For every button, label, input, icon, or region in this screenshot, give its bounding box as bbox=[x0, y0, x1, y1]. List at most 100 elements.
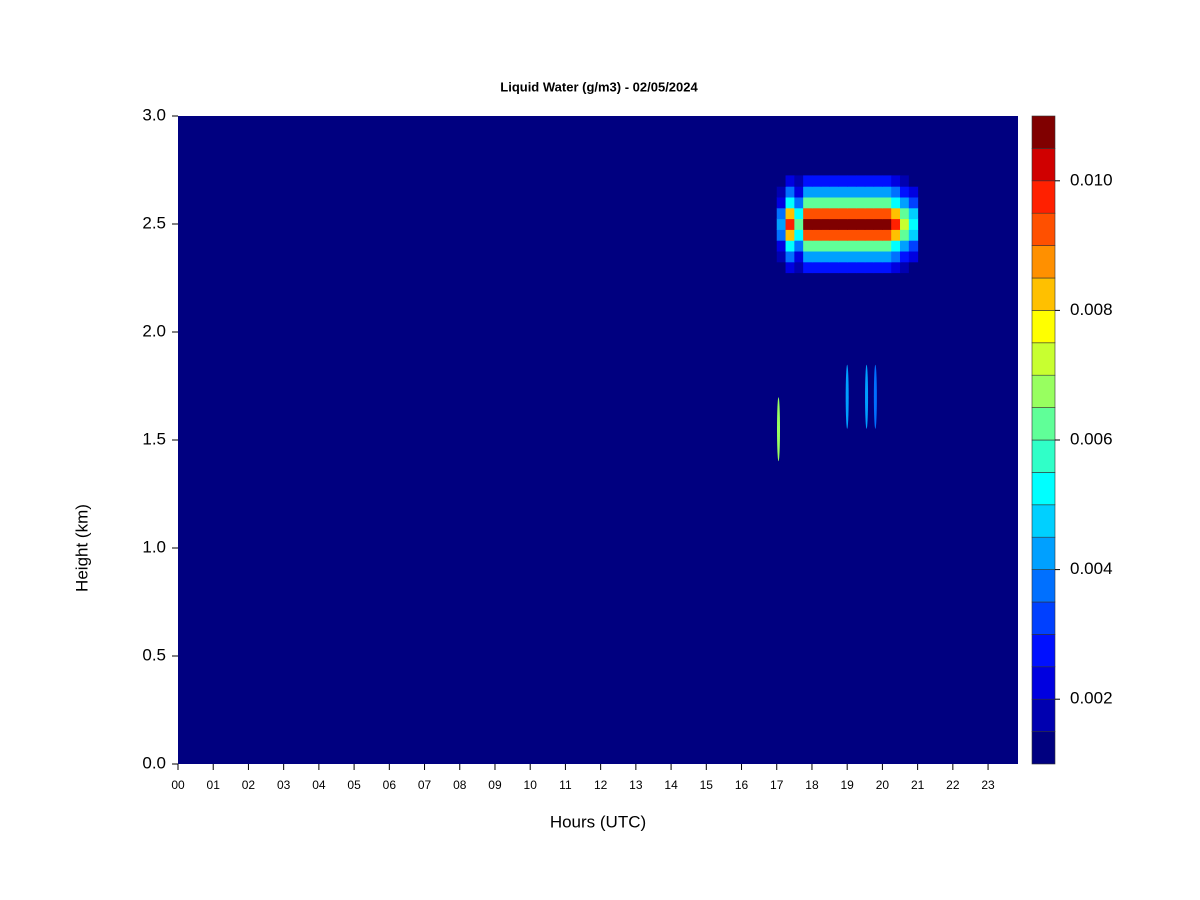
heatmap-cell bbox=[882, 251, 892, 263]
x-tick-label: 03 bbox=[277, 778, 291, 792]
heatmap-cell bbox=[864, 207, 875, 220]
heatmap-cell bbox=[776, 251, 787, 263]
y-tick-label: 1.5 bbox=[142, 429, 166, 448]
heatmap-cell bbox=[803, 186, 813, 198]
x-tick-label: 14 bbox=[664, 778, 678, 792]
heatmap-cell bbox=[873, 175, 883, 187]
heatmap-cell bbox=[882, 186, 892, 198]
heatmap-cell bbox=[829, 240, 839, 252]
x-tick-label: 02 bbox=[242, 778, 256, 792]
heatmap-cell bbox=[794, 175, 804, 187]
y-axis-label: Height (km) bbox=[72, 504, 91, 592]
heatmap-cell bbox=[891, 218, 901, 230]
heatmap-cell bbox=[838, 240, 848, 252]
heatmap-cell bbox=[785, 218, 795, 230]
heatmap-cell bbox=[900, 207, 910, 220]
heatmap-cell bbox=[803, 207, 813, 220]
heatmap-cell bbox=[900, 240, 910, 252]
heatmap-cell bbox=[855, 197, 866, 209]
heatmap-cell bbox=[847, 207, 857, 220]
heatmap-cell bbox=[891, 186, 901, 198]
heatmap-cell bbox=[794, 261, 804, 274]
colorbar-tick-label: 0.006 bbox=[1070, 429, 1113, 448]
heatmap-cell bbox=[882, 261, 892, 274]
heatmap-cell bbox=[811, 251, 822, 263]
heatmap-spot bbox=[845, 364, 849, 429]
x-tick-label: 17 bbox=[770, 778, 784, 792]
heatmap-cell bbox=[908, 240, 919, 252]
heatmap-cell bbox=[864, 229, 875, 241]
heatmap-cell bbox=[803, 240, 813, 252]
heatmap-cell bbox=[820, 240, 831, 252]
heatmap-cell bbox=[882, 229, 892, 241]
colorbar-band bbox=[1031, 601, 1056, 635]
heatmap-cell bbox=[900, 218, 910, 230]
heatmap-cell bbox=[891, 207, 901, 220]
heatmap-cell bbox=[873, 261, 883, 274]
heatmap-cell bbox=[891, 251, 901, 263]
colorbar-band bbox=[1031, 180, 1056, 214]
heatmap-cell bbox=[847, 251, 857, 263]
heatmap-cell bbox=[803, 261, 813, 274]
heatmap-cell bbox=[838, 261, 848, 274]
heatmap-cell bbox=[803, 218, 813, 230]
heatmap-cell bbox=[794, 218, 804, 230]
heatmap-cell bbox=[803, 229, 813, 241]
x-tick-label: 16 bbox=[735, 778, 749, 792]
heatmap-cell bbox=[864, 175, 875, 187]
heatmap-cell bbox=[811, 186, 822, 198]
heatmap-cell bbox=[794, 197, 804, 209]
heatmap-cell bbox=[855, 261, 866, 274]
heatmap-cell bbox=[882, 240, 892, 252]
heatmap-cell bbox=[855, 251, 866, 263]
heatmap-cell bbox=[873, 197, 883, 209]
heatmap-cell bbox=[864, 186, 875, 198]
colorbar-band bbox=[1031, 310, 1056, 344]
heatmap-cell bbox=[785, 186, 795, 198]
heatmap-cell bbox=[838, 229, 848, 241]
x-tick-label: 07 bbox=[418, 778, 432, 792]
heatmap-cell bbox=[864, 251, 875, 263]
heatmap-cell bbox=[820, 229, 831, 241]
heatmap-spot bbox=[873, 364, 877, 429]
heatmap-cell bbox=[820, 207, 831, 220]
heatmap-cell bbox=[776, 261, 787, 274]
heatmap-cell bbox=[873, 186, 883, 198]
heatmap-cell bbox=[873, 251, 883, 263]
heatmap-cell bbox=[803, 251, 813, 263]
heatmap-cell bbox=[847, 175, 857, 187]
y-tick-label: 3.0 bbox=[142, 105, 166, 124]
heatmap-cell bbox=[794, 240, 804, 252]
heatmap-cell bbox=[776, 240, 787, 252]
heatmap-cell bbox=[829, 197, 839, 209]
x-tick-label: 20 bbox=[876, 778, 890, 792]
heatmap-cell bbox=[776, 186, 787, 198]
heatmap-cell bbox=[794, 207, 804, 220]
heatmap-cell bbox=[811, 175, 822, 187]
heatmap-cell bbox=[891, 175, 901, 187]
x-tick-label: 04 bbox=[312, 778, 326, 792]
heatmap-cell bbox=[829, 207, 839, 220]
x-tick-label: 15 bbox=[700, 778, 714, 792]
y-tick-label: 2.0 bbox=[142, 321, 166, 340]
heatmap-cell bbox=[847, 240, 857, 252]
heatmap-cell bbox=[776, 175, 787, 187]
heatmap-cell bbox=[794, 251, 804, 263]
colorbar-band bbox=[1031, 212, 1056, 246]
heatmap-cell bbox=[820, 175, 831, 187]
heatmap-cell bbox=[785, 197, 795, 209]
heatmap-cell bbox=[811, 229, 822, 241]
heatmap-cell bbox=[864, 240, 875, 252]
heatmap-cell bbox=[820, 218, 831, 230]
colorbar-band bbox=[1031, 504, 1056, 538]
heatmap-cell bbox=[900, 229, 910, 241]
colorbar-tick-label: 0.010 bbox=[1070, 170, 1113, 189]
heatmap-cell bbox=[776, 207, 787, 220]
colorbar-band bbox=[1031, 342, 1056, 376]
x-tick-label: 19 bbox=[841, 778, 855, 792]
heatmap-cell bbox=[811, 197, 822, 209]
heatmap-cell bbox=[908, 207, 919, 220]
x-tick-label: 00 bbox=[171, 778, 185, 792]
heatmap-cell bbox=[838, 175, 848, 187]
